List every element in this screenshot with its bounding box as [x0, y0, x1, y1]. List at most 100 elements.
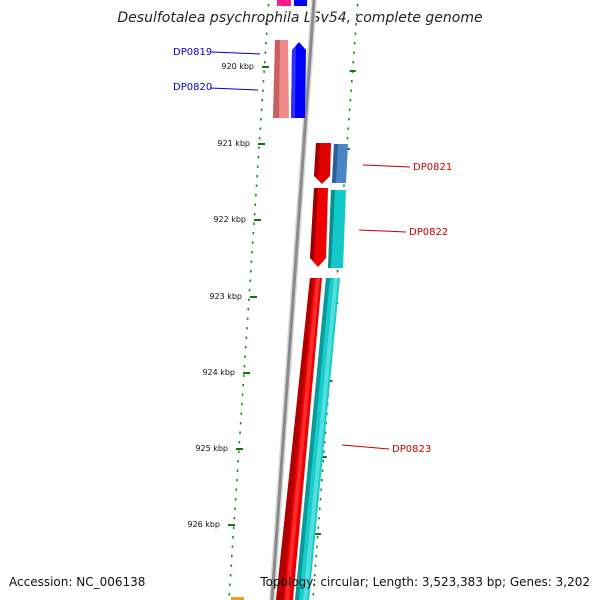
gene-DP0821[interactable] — [332, 144, 348, 183]
track-dot — [323, 441, 326, 444]
track-dot — [349, 99, 352, 102]
scale-tick-label: 923 kbp — [209, 292, 242, 301]
scale-tick-label: 920 kbp — [221, 62, 254, 71]
track-dot — [253, 213, 256, 216]
track-dot — [262, 80, 265, 83]
track-dot — [234, 507, 236, 510]
track-dot — [236, 479, 238, 482]
scale-tick-label: 926 kbp — [187, 520, 220, 529]
scale-tick-label: 924 kbp — [202, 368, 235, 377]
track-dot — [259, 127, 262, 130]
track-dot — [325, 422, 327, 425]
track-dot — [324, 431, 327, 434]
track-dot — [355, 13, 358, 16]
track-dot — [323, 450, 325, 453]
scale-tick-mark — [243, 372, 250, 374]
track-dot — [248, 298, 250, 301]
track-dot — [250, 270, 252, 273]
track-dot — [256, 175, 258, 178]
track-dot — [347, 127, 350, 130]
track-dot — [262, 89, 264, 92]
gene-label-leader — [362, 164, 411, 168]
track-dot — [246, 327, 248, 330]
track-dot — [263, 61, 266, 64]
gene-label-leader — [209, 87, 259, 91]
feature-top-pink — [277, 0, 307, 6]
track-dot — [348, 108, 351, 111]
track-dot — [243, 374, 245, 377]
track-dot — [229, 583, 231, 586]
genome-summary-text: Topology: circular; Length: 3,523,383 bp… — [260, 575, 590, 589]
track-dot — [257, 156, 260, 159]
track-dot — [238, 441, 241, 444]
track-dot — [319, 498, 322, 501]
track-dot — [236, 469, 239, 472]
gene-label-leader — [211, 51, 261, 55]
scale-tick-mark — [254, 219, 261, 221]
track-dot — [312, 593, 315, 596]
track-dot — [244, 346, 247, 349]
track-dot — [260, 118, 262, 121]
track-dot — [258, 137, 261, 140]
inner-dotted-track — [228, 4, 270, 596]
track-dot — [240, 412, 243, 415]
track-dot — [255, 194, 257, 197]
track-dot — [322, 460, 325, 463]
track-dot — [249, 279, 251, 282]
track-dot — [241, 393, 244, 396]
track-dot — [313, 583, 315, 586]
gene-red-long[interactable] — [276, 278, 322, 600]
track-dot — [353, 51, 355, 54]
track-dot — [245, 336, 248, 339]
track-dot — [356, 4, 359, 7]
track-dot — [315, 555, 317, 558]
track-dot — [239, 431, 241, 434]
gene-label-DP0820: DP0820 — [173, 82, 212, 93]
track-dot — [267, 13, 269, 16]
scale-tick-mark — [236, 448, 243, 450]
backbone-line — [270, 0, 316, 600]
track-dot — [354, 32, 357, 35]
gene-DP0822[interactable] — [328, 190, 346, 268]
track-dot — [235, 488, 238, 491]
track-dot — [237, 460, 239, 463]
track-dot — [313, 574, 316, 577]
track-dot — [246, 317, 249, 320]
kbp-scale: 920 kbp 921 kbp 922 kbp 923 kbp 924 kbp 925 k… — [187, 62, 269, 529]
gene-label-DP0822: DP0822 — [409, 227, 448, 238]
outer-track-dash — [349, 70, 356, 72]
gene-label-DP0819: DP0819 — [173, 47, 212, 58]
gene-labels: DP0819 DP0820 DP0821 DP0822 DP0823 — [173, 47, 452, 455]
gene-DP0823[interactable] — [295, 278, 340, 600]
gene-DP0822-red[interactable] — [310, 188, 328, 267]
track-dot — [232, 536, 234, 539]
track-dot — [267, 4, 270, 7]
gene-DP0819[interactable] — [273, 40, 289, 118]
track-dot — [314, 564, 317, 567]
track-dot — [318, 517, 320, 520]
gene-label-leader — [341, 444, 390, 450]
track-dot — [244, 355, 246, 358]
track-dot — [263, 70, 265, 73]
track-dot — [265, 32, 268, 35]
scale-tick-mark — [258, 143, 265, 145]
scale-tick-mark — [228, 524, 235, 526]
track-dot — [250, 260, 253, 263]
gene-DP0820[interactable] — [291, 42, 306, 118]
track-dot — [228, 593, 231, 596]
gene-label-DP0821: DP0821 — [413, 162, 452, 173]
track-dot — [251, 241, 254, 244]
track-dot — [352, 61, 355, 64]
track-dot — [254, 203, 257, 206]
track-dot — [264, 51, 267, 54]
track-dot — [320, 488, 322, 491]
track-dot — [234, 498, 237, 501]
gene-DP0821-red[interactable] — [314, 143, 331, 184]
scale-tick-mark — [262, 66, 269, 68]
track-dot — [255, 184, 258, 187]
scale-tick-label: 922 kbp — [213, 215, 246, 224]
track-dot — [258, 146, 260, 149]
track-dot — [343, 184, 345, 187]
